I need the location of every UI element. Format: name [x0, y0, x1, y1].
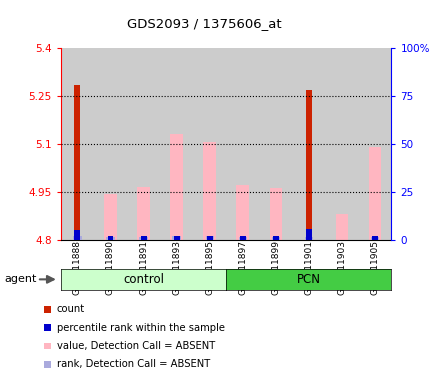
Bar [172, 236, 181, 240]
Text: count: count [56, 304, 85, 314]
Bar [206, 236, 212, 240]
Bar [203, 142, 215, 240]
Bar [107, 236, 113, 240]
Bar [238, 237, 247, 240]
Bar [292, 48, 325, 240]
Bar [358, 48, 391, 240]
Bar [305, 229, 311, 240]
Text: rank, Detection Call = ABSENT: rank, Detection Call = ABSENT [56, 359, 209, 369]
Text: percentile rank within the sample: percentile rank within the sample [56, 323, 224, 333]
Bar [236, 185, 248, 240]
Bar [94, 48, 127, 240]
Bar [259, 48, 292, 240]
Bar [271, 237, 279, 240]
Bar [73, 236, 82, 240]
Bar [170, 134, 182, 240]
Text: value, Detection Call = ABSENT: value, Detection Call = ABSENT [56, 341, 214, 351]
Bar [74, 230, 80, 240]
Bar [160, 48, 193, 240]
Bar [104, 194, 116, 240]
Bar [74, 85, 80, 240]
Bar [205, 236, 214, 240]
Bar [127, 48, 160, 240]
Bar [137, 187, 149, 240]
Bar [193, 48, 226, 240]
Bar [335, 214, 347, 240]
Bar [226, 48, 259, 240]
Bar [368, 147, 380, 240]
Bar [140, 236, 146, 240]
Text: agent: agent [4, 274, 36, 285]
Bar [173, 236, 179, 240]
Bar [371, 236, 377, 240]
Bar [305, 89, 311, 240]
Bar [370, 237, 378, 240]
Text: PCN: PCN [296, 273, 320, 286]
Text: control: control [123, 273, 164, 286]
Bar [106, 237, 115, 240]
Bar [325, 48, 358, 240]
Bar [61, 48, 94, 240]
Bar [239, 236, 245, 240]
Text: GDS2093 / 1375606_at: GDS2093 / 1375606_at [127, 17, 281, 30]
Bar [269, 188, 281, 240]
Bar [272, 236, 278, 240]
Bar [139, 237, 148, 240]
Bar [304, 237, 312, 240]
